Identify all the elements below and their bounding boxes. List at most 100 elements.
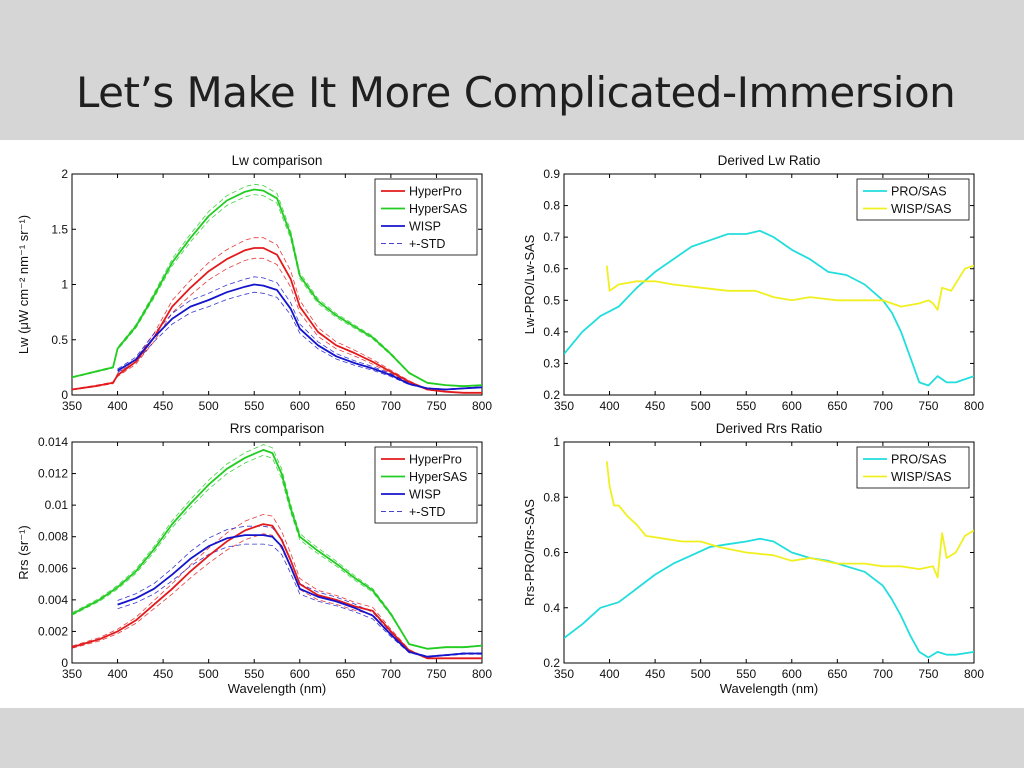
x-tick-label: 400 — [108, 399, 128, 413]
x-tick-label: 450 — [153, 399, 173, 413]
std-line-hyperpro — [72, 257, 482, 394]
legend: HyperPro HyperSAS WISP +-STD — [374, 446, 478, 524]
series-lines — [72, 183, 482, 394]
y-tick-label: 0.014 — [38, 435, 68, 449]
x-tick-label: 750 — [918, 667, 938, 681]
legend-label: WISP — [409, 488, 441, 502]
legend-label: +-STD — [409, 505, 445, 519]
x-tick-label: 800 — [964, 667, 984, 681]
series-line-wisp — [117, 534, 482, 658]
y-tick-label: 0.004 — [38, 593, 68, 607]
std-line-hypersas — [72, 194, 482, 387]
y-tick-label: 0.002 — [38, 624, 68, 638]
y-tick-label: 0.2 — [543, 388, 560, 402]
slide-title: Let’s Make It More Complicated-Immersion — [76, 68, 956, 117]
legend-label: HyperPro — [409, 185, 462, 199]
legend-box — [856, 446, 970, 489]
x-tick-label: 700 — [873, 399, 893, 413]
x-tick-label: 500 — [199, 667, 219, 681]
legend-label: WISP — [409, 220, 441, 234]
y-tick-label: 0.3 — [543, 356, 560, 370]
legend-label: WISP/SAS — [891, 470, 951, 484]
x-tick-label: 350 — [554, 667, 574, 681]
legend-label: HyperPro — [409, 453, 462, 467]
legend: PRO/SAS WISP/SAS — [856, 446, 970, 489]
x-tick-label: 800 — [472, 399, 492, 413]
series-lines — [564, 229, 974, 387]
x-tick-label: 800 — [964, 399, 984, 413]
chart-title: Lw comparison — [232, 153, 323, 168]
chart-rrs-comparison: Rrs comparison 350 400 450 500 550 600 650 700 75… — [16, 421, 492, 696]
std-line-hypersas — [72, 454, 482, 650]
x-tick-label: 550 — [244, 399, 264, 413]
chart-title: Derived Rrs Ratio — [716, 421, 823, 436]
y-axis-label: Lw-PRO/Lw-SAS — [522, 234, 537, 334]
chart-rrs-ratio: Derived Rrs Ratio 350 400 450 500 550 600 650 70… — [522, 421, 984, 696]
y-tick-label: 0 — [61, 388, 68, 402]
y-tick-label: 0.9 — [543, 167, 560, 181]
series-line-pro-sas — [564, 229, 974, 387]
legend: PRO/SAS WISP/SAS — [856, 178, 970, 221]
x-tick-label: 400 — [600, 667, 620, 681]
series-line-wisp-sas — [605, 264, 974, 311]
x-axis-label: Wavelength (nm) — [228, 681, 327, 696]
series-line-hypersas — [72, 188, 482, 388]
series-line-wisp — [117, 283, 482, 391]
charts-figure: Lw comparison 350 400 450 500 550 600 650 700 750… — [16, 153, 984, 696]
chart-title: Derived Lw Ratio — [718, 153, 821, 168]
y-tick-label: 0.01 — [45, 498, 69, 512]
chart-lw-ratio: Derived Lw Ratio 350 400 450 500 550 600 650 700… — [522, 153, 984, 413]
x-tick-label: 700 — [381, 667, 401, 681]
x-tick-label: 600 — [782, 667, 802, 681]
x-tick-label: 550 — [244, 667, 264, 681]
x-tick-label: 400 — [108, 667, 128, 681]
y-tick-label: 2 — [61, 167, 68, 181]
x-tick-label: 650 — [335, 399, 355, 413]
x-tick-label: 500 — [199, 399, 219, 413]
chart-lw-comparison: Lw comparison 350 400 450 500 550 600 650 700 750… — [16, 153, 492, 413]
x-tick-label: 450 — [153, 667, 173, 681]
x-tick-label: 750 — [426, 667, 446, 681]
y-tick-label: 0.4 — [543, 325, 560, 339]
series-line-hyperpro — [72, 523, 482, 660]
x-tick-label: 800 — [472, 667, 492, 681]
x-tick-label: 400 — [600, 399, 620, 413]
x-tick-label: 600 — [782, 399, 802, 413]
y-tick-label: 0.8 — [543, 490, 560, 504]
y-tick-label: 1 — [553, 435, 560, 449]
x-tick-label: 700 — [381, 399, 401, 413]
legend-box — [856, 178, 970, 221]
y-tick-label: 0.2 — [543, 656, 560, 670]
y-tick-label: 0.006 — [38, 561, 68, 575]
y-tick-label: 1 — [61, 278, 68, 292]
legend-label: WISP/SAS — [891, 202, 951, 216]
x-tick-label: 500 — [691, 667, 711, 681]
series-lines — [72, 444, 482, 660]
series-lines — [564, 461, 974, 659]
series-line-hyperpro — [72, 247, 482, 394]
x-tick-label: 600 — [290, 399, 310, 413]
x-tick-label: 750 — [426, 399, 446, 413]
y-tick-label: 1.5 — [51, 222, 68, 236]
x-tick-label: 550 — [736, 399, 756, 413]
y-tick-label: 0.7 — [543, 230, 560, 244]
legend-label: +-STD — [409, 237, 445, 251]
x-tick-label: 650 — [827, 667, 847, 681]
x-tick-label: 700 — [873, 667, 893, 681]
y-tick-label: 0.5 — [543, 293, 560, 307]
figure-panel: Lw comparison 350 400 450 500 550 600 650 700 750… — [0, 140, 1024, 708]
legend-label: HyperSAS — [409, 202, 467, 216]
x-tick-label: 550 — [736, 667, 756, 681]
series-line-hypersas — [72, 449, 482, 650]
y-tick-label: 0.5 — [51, 333, 68, 347]
series-line-pro-sas — [564, 537, 974, 659]
y-tick-label: 0.008 — [38, 530, 68, 544]
series-line-wisp-sas — [605, 461, 974, 579]
legend-label: PRO/SAS — [891, 453, 947, 467]
legend: HyperPro HyperSAS WISP +-STD — [374, 178, 478, 256]
y-axis-label: Rrs (sr⁻¹) — [16, 525, 31, 580]
x-tick-label: 650 — [335, 667, 355, 681]
legend-label: HyperSAS — [409, 470, 467, 484]
x-tick-label: 350 — [62, 667, 82, 681]
legend-label: PRO/SAS — [891, 185, 947, 199]
